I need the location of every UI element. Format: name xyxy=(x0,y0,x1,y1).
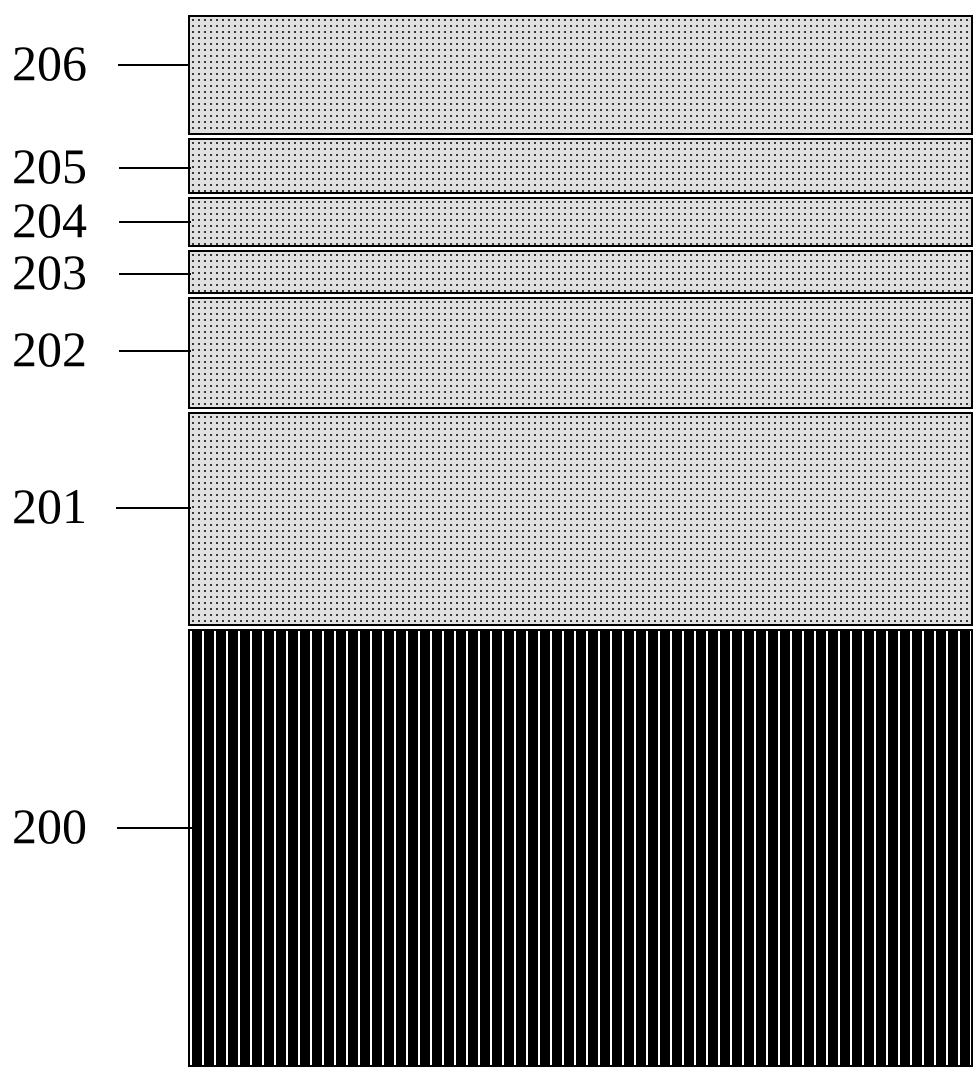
layer-stack xyxy=(188,15,973,1070)
leader-line-205 xyxy=(119,167,191,169)
layer-201 xyxy=(188,412,973,626)
layer-diagram: 206 205204203 202 201 200 xyxy=(0,0,973,1064)
leader-line-204 xyxy=(119,221,191,223)
label-205: 205 xyxy=(12,137,87,195)
layer-200 xyxy=(188,629,973,1067)
leader-line-201 xyxy=(116,507,191,509)
layer-202 xyxy=(188,297,973,409)
leader-line-202 xyxy=(119,350,191,352)
label-202: 202 xyxy=(12,320,87,378)
layer-203 xyxy=(188,250,973,294)
layer-205 xyxy=(188,138,973,194)
leader-line-203 xyxy=(119,273,191,275)
leader-line-200 xyxy=(117,827,192,829)
label-203: 203 xyxy=(12,243,87,301)
label-201: 201 xyxy=(12,477,87,535)
label-206: 206 xyxy=(12,34,87,92)
label-200: 200 xyxy=(12,797,87,855)
label-204: 204 xyxy=(12,191,87,249)
layer-204 xyxy=(188,197,973,247)
leader-line-206 xyxy=(118,64,190,66)
layer-206 xyxy=(188,15,973,135)
